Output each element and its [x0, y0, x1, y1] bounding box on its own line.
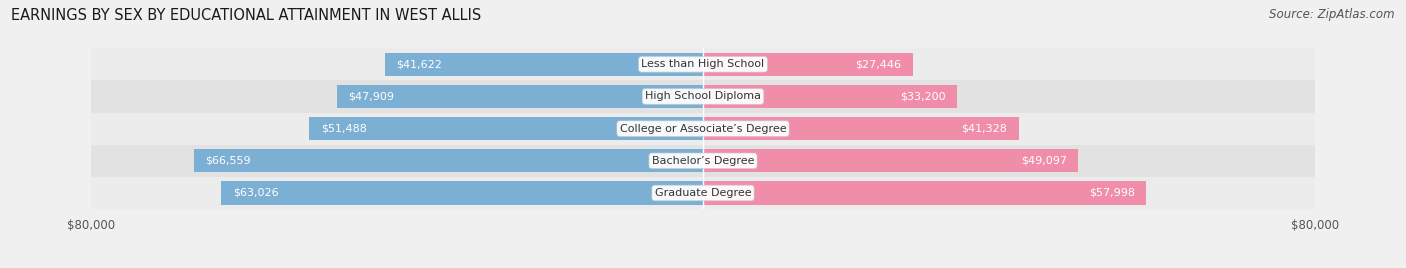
Text: EARNINGS BY SEX BY EDUCATIONAL ATTAINMENT IN WEST ALLIS: EARNINGS BY SEX BY EDUCATIONAL ATTAINMEN… — [11, 8, 481, 23]
Bar — [91, 80, 1315, 113]
Bar — [336, 85, 703, 108]
Text: Source: ZipAtlas.com: Source: ZipAtlas.com — [1270, 8, 1395, 21]
Text: $49,097: $49,097 — [1021, 156, 1067, 166]
Text: $57,998: $57,998 — [1088, 188, 1135, 198]
Text: $66,559: $66,559 — [205, 156, 252, 166]
Text: High School Diploma: High School Diploma — [645, 91, 761, 102]
Text: Graduate Degree: Graduate Degree — [655, 188, 751, 198]
Bar — [703, 53, 912, 76]
Bar — [703, 149, 1078, 172]
Bar — [91, 113, 1315, 145]
Bar — [385, 53, 703, 76]
Bar — [703, 117, 1019, 140]
Bar — [309, 117, 703, 140]
Text: $63,026: $63,026 — [232, 188, 278, 198]
Text: $27,446: $27,446 — [855, 59, 901, 69]
Text: $47,909: $47,909 — [349, 91, 394, 102]
Bar — [91, 145, 1315, 177]
Text: $41,622: $41,622 — [396, 59, 441, 69]
Text: $51,488: $51,488 — [321, 124, 367, 134]
Bar — [91, 177, 1315, 209]
Legend: Male, Female: Male, Female — [641, 264, 765, 268]
Text: Bachelor’s Degree: Bachelor’s Degree — [652, 156, 754, 166]
Text: $33,200: $33,200 — [900, 91, 945, 102]
Bar — [194, 149, 703, 172]
Text: $41,328: $41,328 — [962, 124, 1008, 134]
Bar — [703, 181, 1146, 204]
Bar — [221, 181, 703, 204]
Text: College or Associate’s Degree: College or Associate’s Degree — [620, 124, 786, 134]
Text: Less than High School: Less than High School — [641, 59, 765, 69]
Bar — [703, 85, 957, 108]
Bar — [91, 48, 1315, 80]
